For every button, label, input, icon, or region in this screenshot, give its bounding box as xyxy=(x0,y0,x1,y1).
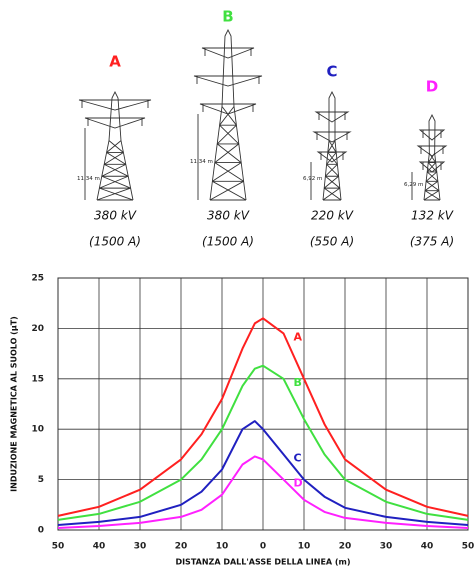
x-axis-label: DISTANZA DALL'ASSE DELLA LINEA (m) xyxy=(175,558,350,567)
tower-brace xyxy=(327,152,338,164)
tower-voltage: 380 kV xyxy=(207,209,250,223)
y-tick-label: 5 xyxy=(38,475,44,485)
tower-brace xyxy=(220,107,237,126)
x-tick-label: 50 xyxy=(462,542,474,552)
x-tick-label: 30 xyxy=(380,542,393,552)
tower-arm xyxy=(420,130,444,140)
tower-brace xyxy=(212,163,243,182)
tower-brace xyxy=(97,188,133,200)
tower-voltage: 220 kV xyxy=(311,209,354,223)
x-tick-label: 10 xyxy=(298,542,311,552)
x-tick-label: 30 xyxy=(134,542,147,552)
y-axis-label: INDUZIONE MAGNETICA AL SUOLO (µT) xyxy=(10,316,19,492)
tower-arm xyxy=(194,76,262,86)
tower-arm xyxy=(85,118,145,128)
x-tick-label: 50 xyxy=(52,542,65,552)
tower-brace xyxy=(427,163,437,172)
tower-brace xyxy=(210,181,246,200)
tower-current: (375 A) xyxy=(410,235,454,249)
y-tick-label: 15 xyxy=(31,374,44,384)
tower xyxy=(79,92,151,200)
tower-arm xyxy=(316,112,348,122)
tower-letter: D xyxy=(426,78,438,96)
tower-voltage: 132 kV xyxy=(411,209,454,223)
y-tick-label: 0 xyxy=(38,526,44,536)
tower-height: 6,29 m xyxy=(404,182,423,188)
x-tick-label: 10 xyxy=(216,542,229,552)
tower-height: 6,92 m xyxy=(303,176,322,182)
y-tick-label: 20 xyxy=(31,324,44,334)
tower-voltage: 380 kV xyxy=(94,209,137,223)
series-label: C xyxy=(294,451,302,464)
series-label: B xyxy=(294,376,302,389)
tower-brace xyxy=(426,172,438,181)
tower-current: (550 A) xyxy=(310,235,354,249)
x-tick-label: 0 xyxy=(260,542,266,552)
x-tick-label: 40 xyxy=(93,542,106,552)
tower-arm xyxy=(202,48,254,58)
tower-brace xyxy=(99,176,130,188)
y-tick-label: 25 xyxy=(31,274,44,284)
series-label: A xyxy=(294,330,303,343)
tower-brace xyxy=(104,152,126,164)
tower-arm xyxy=(200,104,256,114)
tower-brace xyxy=(107,141,124,153)
tower-letter: C xyxy=(326,63,337,81)
tower-brace xyxy=(217,125,239,144)
tower-height: 11,34 m xyxy=(77,176,100,182)
page: DISTANZA DALL'ASSE DELLA LINEA (m) INDUZ… xyxy=(0,0,474,570)
x-tick-label: 20 xyxy=(339,542,352,552)
tower-current: (1500 A) xyxy=(202,235,254,249)
x-tick-label: 40 xyxy=(421,542,434,552)
tower-brace xyxy=(425,181,439,190)
tower-arm xyxy=(314,132,350,142)
tower-letter: A xyxy=(109,53,121,71)
series-label: D xyxy=(294,477,303,490)
tower-brace xyxy=(324,176,340,188)
tower-brace xyxy=(325,164,338,176)
tower-letter: B xyxy=(222,8,233,26)
tower-brace xyxy=(215,144,241,163)
tower-brace xyxy=(424,191,440,200)
tower-height: 11,34 m xyxy=(190,159,213,165)
tower xyxy=(194,30,262,200)
y-tick-label: 10 xyxy=(31,425,44,435)
tower-brace xyxy=(102,164,128,176)
x-tick-label: 20 xyxy=(175,542,188,552)
tower-arm xyxy=(79,100,151,110)
tower-arm xyxy=(418,146,446,156)
tower-brace xyxy=(323,188,341,200)
tower-current: (1500 A) xyxy=(89,235,141,249)
tower xyxy=(311,92,350,200)
